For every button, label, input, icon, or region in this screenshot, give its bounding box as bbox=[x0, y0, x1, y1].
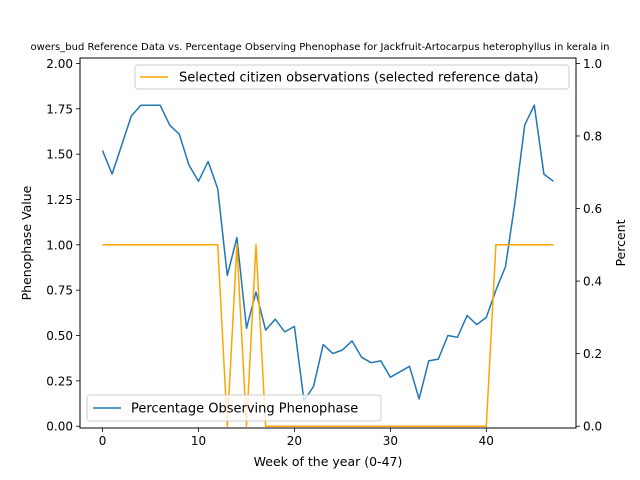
x-tick-label: 30 bbox=[383, 434, 398, 448]
legend-orange: Selected citizen observations (selected … bbox=[134, 64, 570, 90]
y-left-tick-label: 1.50 bbox=[46, 148, 73, 162]
y-left-tick-label: 2.00 bbox=[46, 57, 73, 71]
y-axis-right-title: Percent bbox=[613, 219, 628, 266]
legend-blue-box bbox=[86, 394, 382, 422]
x-tick-label: 20 bbox=[287, 434, 302, 448]
x-tick-label: 0 bbox=[99, 434, 107, 448]
plot-frame bbox=[79, 57, 577, 429]
y-left-tick-label: 0.25 bbox=[46, 374, 73, 388]
legend-blue: Percentage Observing Phenophase bbox=[86, 394, 382, 422]
series-layer bbox=[101, 104, 554, 427]
legend-blue-label: Percentage Observing Phenophase bbox=[131, 402, 358, 417]
x-tick-label: 10 bbox=[191, 434, 206, 448]
y-left-tick-label: 1.25 bbox=[46, 193, 73, 207]
y-right-tick-label: 0.8 bbox=[583, 129, 602, 143]
chart-title: owers_bud Reference Data vs. Percentage … bbox=[30, 42, 609, 53]
y-left-tick-label: 0.00 bbox=[46, 420, 73, 434]
legend-orange-label: Selected citizen observations (selected … bbox=[179, 71, 539, 86]
x-tick-label: 40 bbox=[479, 434, 494, 448]
ticks-layer: 0 10 20 30 40 0.00 0.25 0.50 0.75 1.00 1.25 1.50 1.7… bbox=[46, 57, 602, 448]
y-left-tick-label: 0.75 bbox=[46, 284, 73, 298]
y-right-tick-label: 0.0 bbox=[583, 420, 602, 434]
y-left-tick-label: 1.75 bbox=[46, 102, 73, 116]
y-right-tick-label: 0.4 bbox=[583, 275, 602, 289]
y-right-tick-label: 0.6 bbox=[583, 202, 602, 216]
y-left-tick-label: 1.00 bbox=[46, 238, 73, 252]
series-line-percentage-observing bbox=[101, 104, 554, 402]
y-right-tick-label: 1.0 bbox=[583, 57, 602, 71]
x-axis-title: Week of the year (0-47) bbox=[254, 454, 403, 469]
y-left-tick-label: 0.50 bbox=[46, 329, 73, 343]
y-right-tick-label: 0.2 bbox=[583, 347, 602, 361]
y-axis-left-title: Phenophase Value bbox=[19, 185, 34, 300]
series-line-selected-observations bbox=[102, 244, 554, 427]
legend-orange-box bbox=[134, 64, 570, 90]
